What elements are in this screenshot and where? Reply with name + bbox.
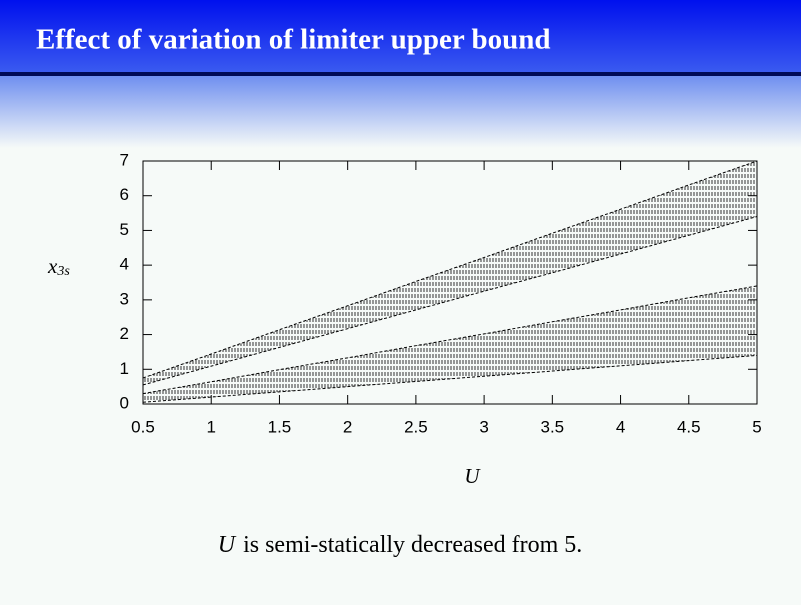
x-tick-label: 3.5	[541, 417, 565, 436]
band-edge	[142, 354, 758, 403]
y-label-main: x	[47, 254, 58, 278]
y-tick-label: 6	[120, 185, 129, 204]
x-tick-label: 1.5	[268, 417, 292, 436]
plot-frame	[142, 160, 758, 405]
band-edge	[142, 216, 758, 386]
caption-text: is semi-statically decreased from 5.	[243, 532, 582, 558]
title-bar	[0, 0, 801, 72]
y-tick-label: 1	[120, 359, 129, 378]
band-edge	[142, 160, 758, 379]
y-tick-label: 3	[120, 289, 129, 308]
y-tick-label: 0	[120, 393, 129, 412]
band-fill	[143, 161, 757, 385]
x-tick-label: 2.5	[404, 417, 428, 436]
y-tick-label: 2	[120, 324, 129, 343]
y-tick-label: 7	[120, 150, 129, 169]
y-tick-label: 5	[120, 220, 129, 239]
caption-variable: U	[218, 532, 237, 558]
band-fill	[143, 285, 757, 403]
x-tick-label: 0.5	[131, 417, 155, 436]
y-tick-label: 4	[120, 255, 129, 274]
title-rule	[0, 72, 801, 76]
x-tick-label: 1	[206, 417, 215, 436]
x-tick-label: 4	[616, 417, 625, 436]
x-axis-label: U	[464, 464, 481, 488]
y-axis-label: x3s	[47, 254, 70, 279]
x-tick-label: 5	[752, 417, 761, 436]
x-tick-label: 3	[479, 417, 488, 436]
x-tick-label: 4.5	[677, 417, 701, 436]
band-edge	[142, 285, 758, 395]
header-fade	[0, 76, 801, 148]
y-label-sub: 3s	[56, 264, 70, 279]
title: Effect of variation of limiter upper bou…	[36, 24, 550, 56]
x-tick-label: 2	[343, 417, 352, 436]
